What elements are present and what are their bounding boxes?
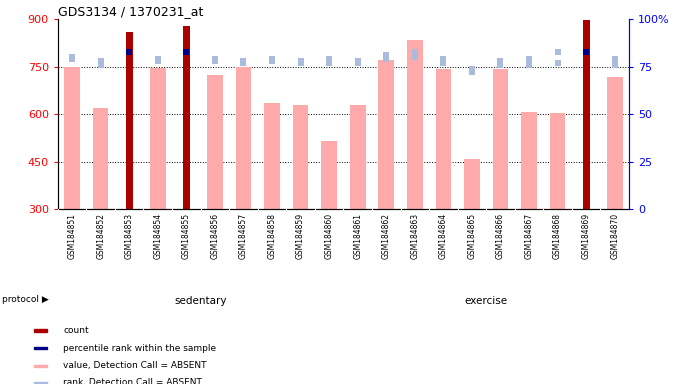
Text: sedentary: sedentary xyxy=(174,296,227,306)
Bar xyxy=(492,69,509,209)
Text: GSM184863: GSM184863 xyxy=(410,213,420,259)
Text: GSM184869: GSM184869 xyxy=(581,213,591,259)
Text: GSM184865: GSM184865 xyxy=(467,213,477,259)
Bar xyxy=(464,159,480,209)
Text: value, Detection Call = ABSENT: value, Detection Call = ABSENT xyxy=(63,361,207,370)
Bar xyxy=(34,347,48,349)
Text: GSM184861: GSM184861 xyxy=(353,213,362,259)
Text: GSM184860: GSM184860 xyxy=(324,213,334,259)
Text: GSM184851: GSM184851 xyxy=(67,213,77,259)
Bar xyxy=(183,26,190,209)
Bar xyxy=(549,113,566,209)
Text: GSM184866: GSM184866 xyxy=(496,213,505,259)
Bar xyxy=(150,68,166,209)
Bar xyxy=(264,103,280,209)
Bar xyxy=(34,329,48,332)
Text: count: count xyxy=(63,326,88,335)
Bar xyxy=(378,60,394,209)
Bar xyxy=(435,69,452,209)
Text: percentile rank within the sample: percentile rank within the sample xyxy=(63,344,216,353)
Bar xyxy=(92,108,109,209)
Text: GSM184854: GSM184854 xyxy=(153,213,163,259)
Text: GSM184862: GSM184862 xyxy=(381,213,391,259)
Bar xyxy=(350,105,366,209)
Bar xyxy=(34,364,48,367)
Text: GSM184868: GSM184868 xyxy=(553,213,562,259)
Bar xyxy=(207,74,223,209)
Text: exercise: exercise xyxy=(464,296,508,306)
Text: GSM184852: GSM184852 xyxy=(96,213,105,259)
Text: protocol ▶: protocol ▶ xyxy=(3,295,49,304)
Bar xyxy=(607,77,623,209)
Text: GSM184855: GSM184855 xyxy=(182,213,191,259)
Text: GSM184864: GSM184864 xyxy=(439,213,448,259)
Bar xyxy=(521,112,537,209)
Bar xyxy=(34,382,48,384)
Text: GSM184867: GSM184867 xyxy=(524,213,534,259)
Text: GSM184870: GSM184870 xyxy=(610,213,619,259)
Bar xyxy=(292,105,309,209)
Bar xyxy=(407,40,423,209)
Bar xyxy=(235,67,252,209)
Text: GSM184857: GSM184857 xyxy=(239,213,248,259)
Text: rank, Detection Call = ABSENT: rank, Detection Call = ABSENT xyxy=(63,378,202,384)
Bar xyxy=(321,141,337,209)
Bar xyxy=(64,67,80,209)
Text: GDS3134 / 1370231_at: GDS3134 / 1370231_at xyxy=(58,5,203,18)
Text: GSM184853: GSM184853 xyxy=(124,213,134,259)
Text: GSM184856: GSM184856 xyxy=(210,213,220,259)
Text: GSM184858: GSM184858 xyxy=(267,213,277,259)
Bar xyxy=(583,20,590,209)
Text: GSM184859: GSM184859 xyxy=(296,213,305,259)
Bar xyxy=(126,32,133,209)
